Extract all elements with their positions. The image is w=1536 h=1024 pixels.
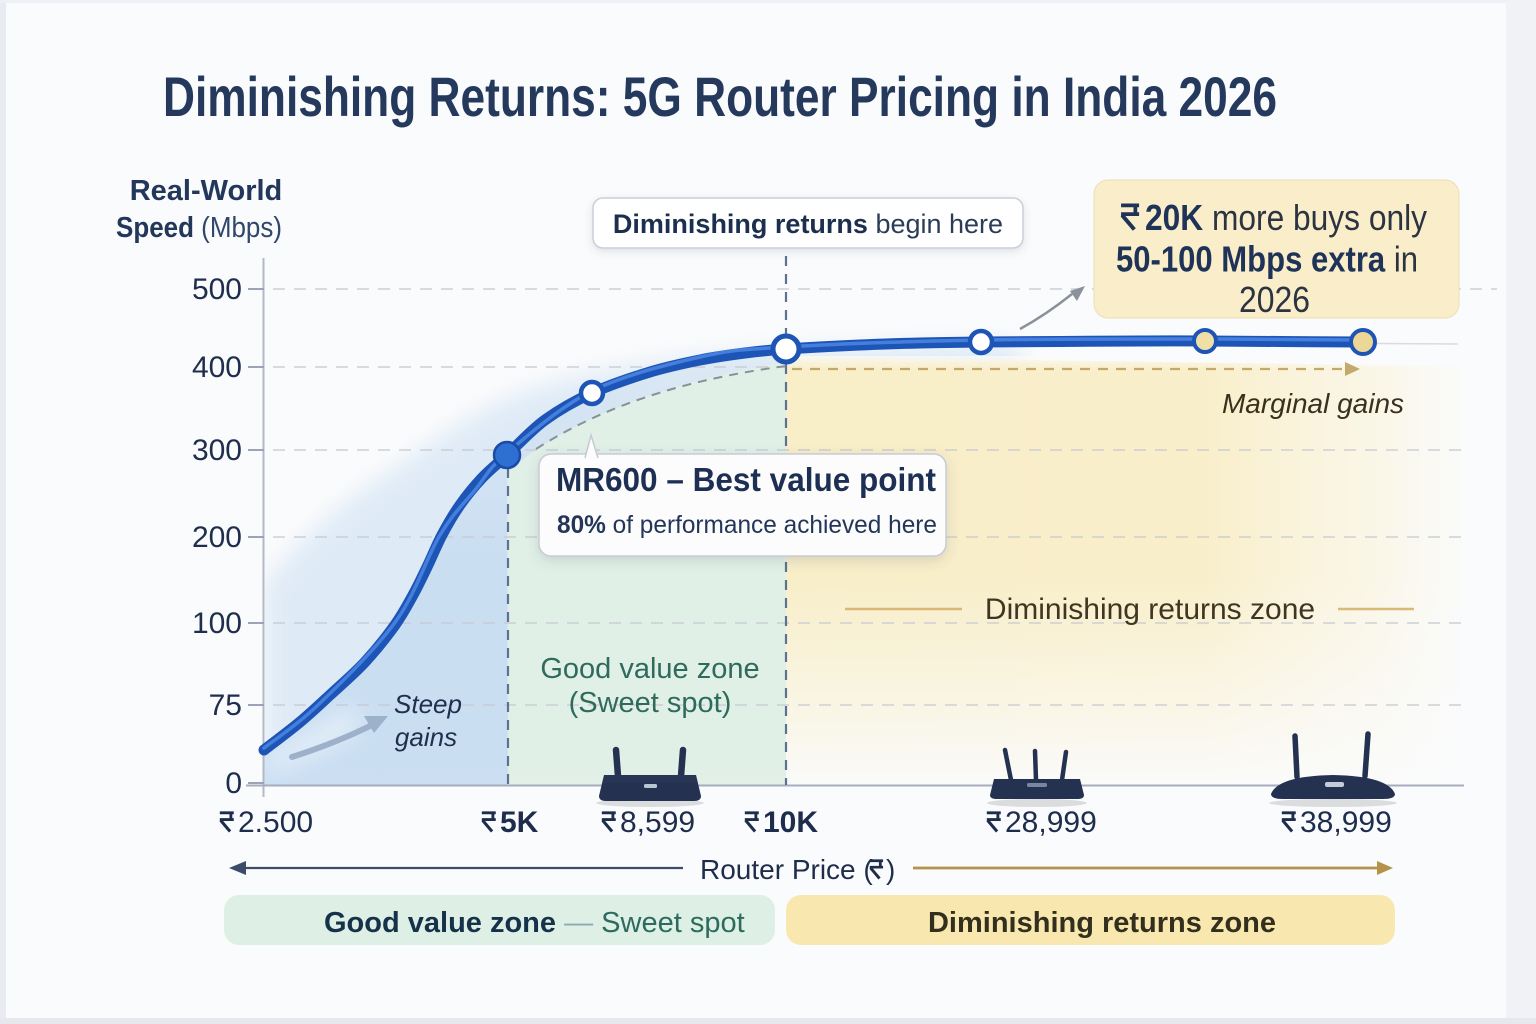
svg-text:2.500: 2.500 — [238, 806, 313, 839]
svg-text:20K more buys only: 20K more buys only — [1145, 197, 1427, 238]
svg-text:Good value zone — Sweet spot: Good value zone — Sweet spot — [324, 907, 745, 939]
svg-text:100: 100 — [192, 607, 242, 640]
svg-text:Diminishing returns zone: Diminishing returns zone — [985, 593, 1315, 626]
svg-text:400: 400 — [192, 351, 242, 384]
svg-text:Good value zone: Good value zone — [540, 653, 759, 685]
svg-text:Speed (Mbps): Speed (Mbps) — [116, 212, 282, 244]
svg-text:MR600 – Best value point: MR600 – Best value point — [556, 461, 936, 498]
svg-text:Router Price (: Router Price ( — [700, 854, 873, 885]
svg-text:500: 500 — [192, 273, 242, 306]
svg-text:8,599: 8,599 — [620, 806, 695, 839]
svg-text:80% of performance achieved he: 80% of performance achieved here — [557, 511, 937, 539]
svg-text:Steep: Steep — [394, 689, 462, 719]
svg-text:gains: gains — [395, 722, 457, 752]
svg-text:Marginal gains: Marginal gains — [1222, 388, 1404, 419]
svg-text:28,999: 28,999 — [1005, 806, 1097, 839]
svg-text:50-100 Mbps extra in: 50-100 Mbps extra in — [1116, 239, 1418, 280]
svg-text:300: 300 — [192, 434, 242, 467]
svg-text:Diminishing returns zone: Diminishing returns zone — [928, 907, 1276, 939]
svg-text:10K: 10K — [763, 806, 818, 839]
svg-text:Real-World: Real-World — [130, 175, 283, 207]
svg-text:5K: 5K — [500, 806, 539, 839]
svg-text:(Sweet spot): (Sweet spot) — [569, 687, 732, 719]
svg-text:38,999: 38,999 — [1300, 806, 1392, 839]
svg-text:2026: 2026 — [1239, 279, 1310, 320]
svg-text:Diminishing returns begin here: Diminishing returns begin here — [613, 209, 1003, 239]
svg-text:0: 0 — [225, 767, 242, 800]
svg-text:200: 200 — [192, 521, 242, 554]
svg-text:75: 75 — [209, 689, 242, 722]
svg-text:): ) — [886, 854, 895, 885]
svg-text:Diminishing Returns: 5G Router: Diminishing Returns: 5G Router Pricing i… — [163, 65, 1277, 128]
